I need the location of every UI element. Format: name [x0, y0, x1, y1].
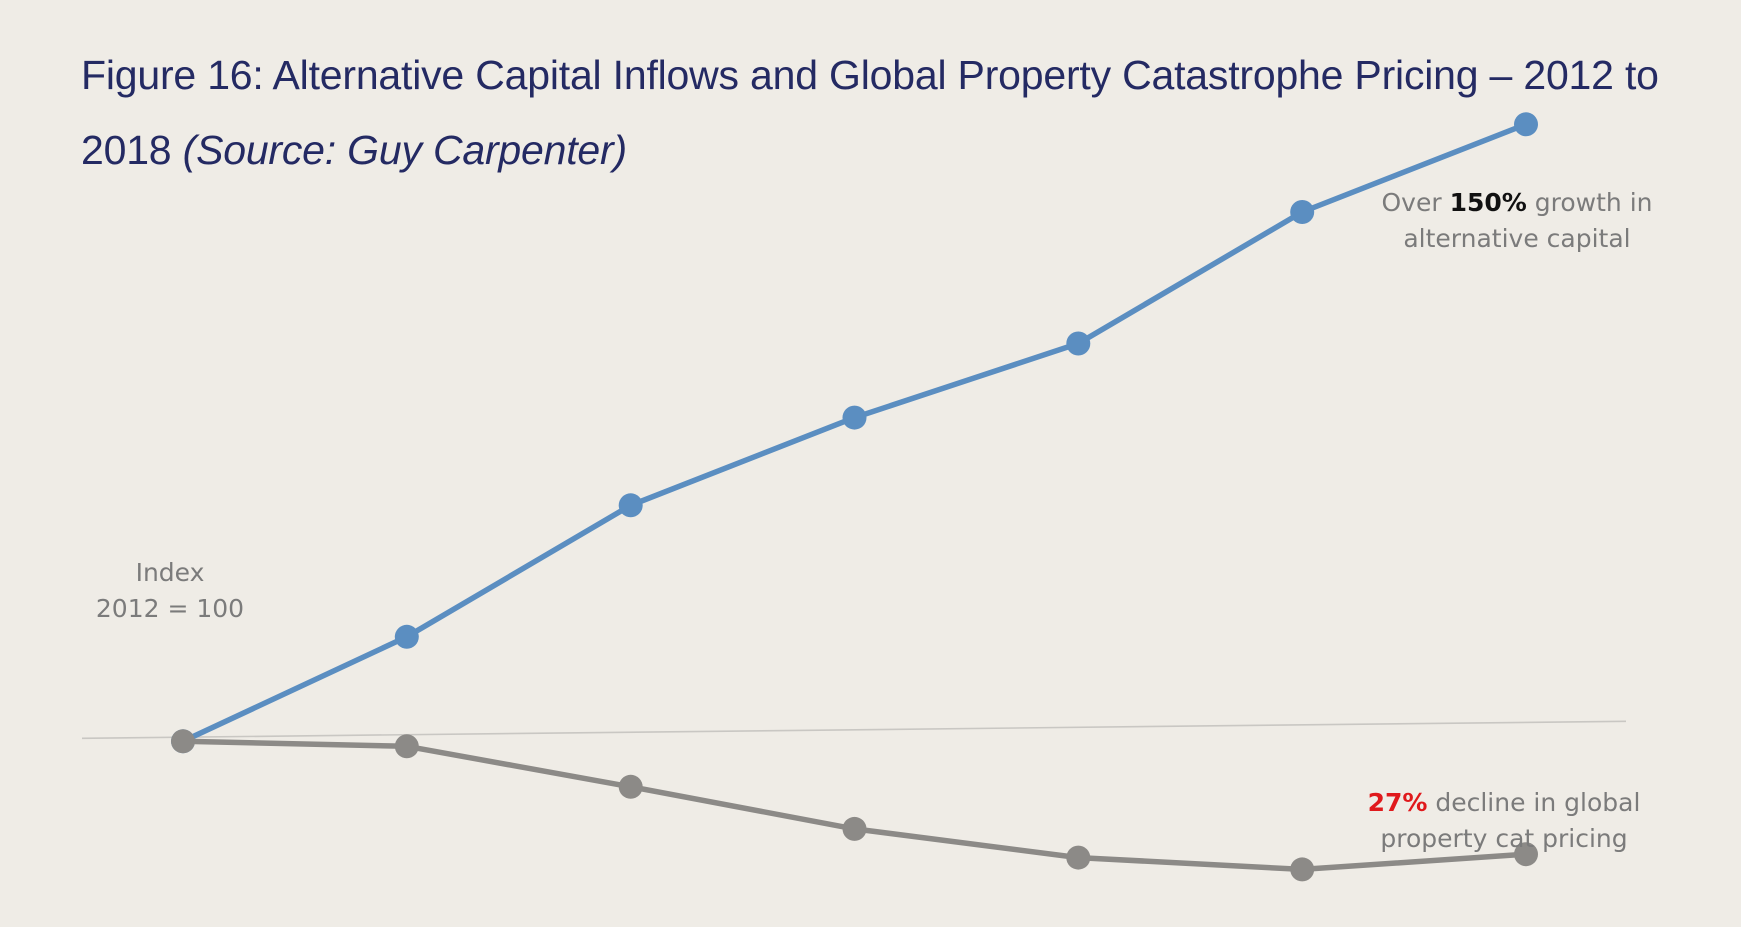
data-point-alt_capital-2016 — [1066, 331, 1091, 356]
series-alt_capital — [171, 112, 1538, 754]
decline-annotation-suffix: decline in global — [1427, 788, 1640, 817]
data-point-alt_capital-2014 — [618, 493, 643, 518]
data-point-cat_pricing-2014 — [618, 774, 643, 799]
chart-title: Figure 16: Alternative Capital Inflows a… — [81, 38, 1671, 188]
decline-annotation-value: 27% — [1368, 788, 1428, 817]
data-point-cat_pricing-2017 — [1290, 857, 1315, 882]
decline-annotation-line1: 27% decline in global — [1368, 788, 1641, 817]
data-point-cat_pricing-2012 — [171, 729, 195, 754]
data-point-alt_capital-2017 — [1290, 200, 1315, 224]
index-label-line2: 2012 = 100 — [96, 594, 244, 623]
chart-title-source: (Source: Guy Carpenter) — [182, 127, 628, 173]
growth-annotation-value: 150% — [1450, 188, 1527, 217]
series-layer — [171, 112, 1538, 882]
series-cat_pricing — [171, 729, 1538, 882]
data-point-cat_pricing-2018 — [1514, 842, 1538, 867]
chart-title-main: Figure 16: Alternative Capital Inflows a… — [81, 52, 1659, 173]
index-baseline — [81, 720, 1627, 740]
series-line-alt_capital — [180, 121, 1529, 745]
decline-annotation-line2: property cat pricing — [1380, 824, 1627, 853]
data-point-cat_pricing-2016 — [1066, 845, 1091, 870]
data-point-cat_pricing-2015 — [842, 816, 867, 841]
data-point-alt_capital-2015 — [842, 405, 867, 430]
index-label-line1: Index — [136, 558, 205, 587]
growth-annotation-line1: Over 150% growth in — [1382, 188, 1653, 217]
growth-annotation-line2: alternative capital — [1403, 224, 1630, 253]
growth-annotation-suffix: growth in — [1527, 188, 1653, 217]
growth-annotation-prefix: Over — [1382, 188, 1450, 217]
data-point-alt_capital-2018 — [1514, 112, 1538, 137]
series-line-cat_pricing — [180, 738, 1529, 873]
data-point-cat_pricing-2013 — [394, 734, 419, 759]
data-point-alt_capital-2013 — [394, 624, 419, 649]
